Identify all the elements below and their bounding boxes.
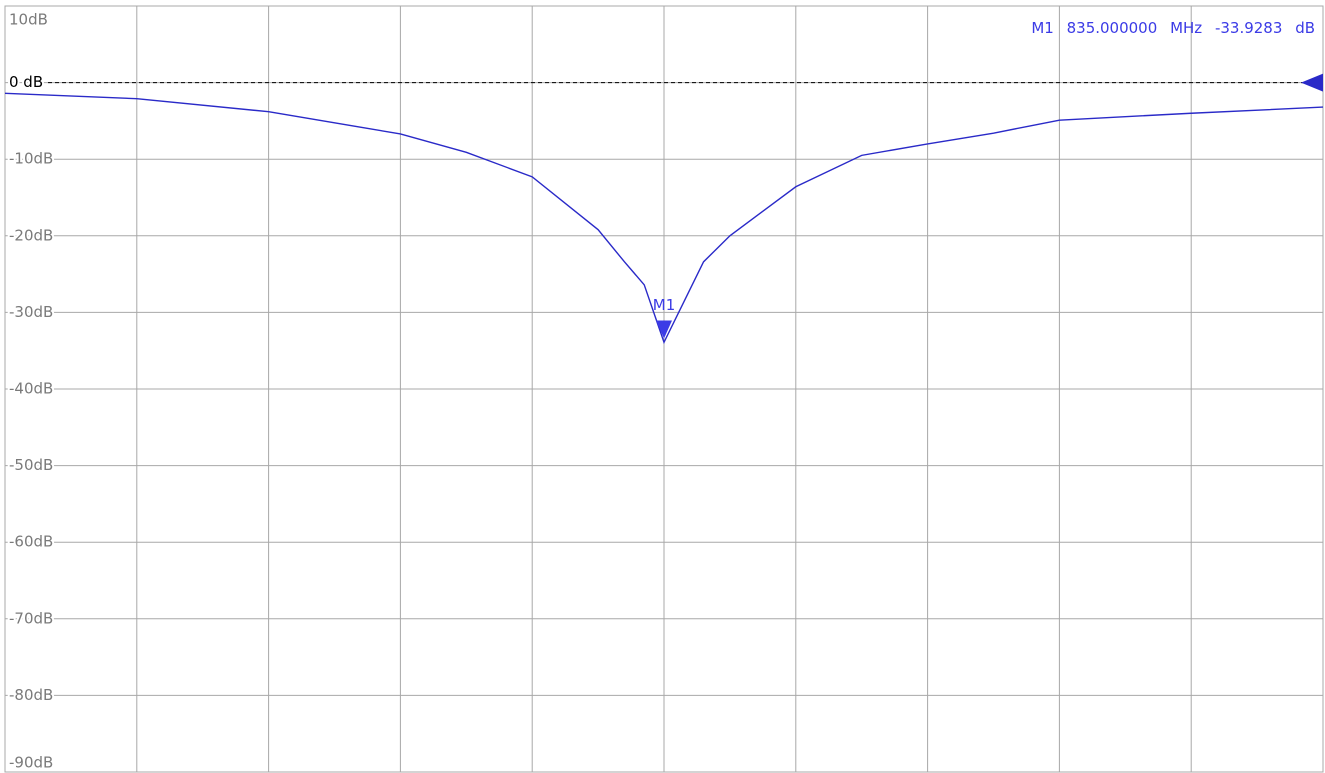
y-tick-label: 0 dB [9,73,43,91]
y-tick-label: -90dB [9,754,53,772]
y-tick-label: -10dB [9,150,53,168]
reference-marker [1301,73,1323,92]
marker-frequency: 835.000000 [1067,19,1158,37]
grid [4,5,1324,773]
y-tick-label: -60dB [9,533,53,551]
y-tick-label: -30dB [9,303,53,321]
marker-frequency-unit: MHz [1170,19,1202,37]
marker-value: -33.9283 [1215,19,1282,37]
marker-name: M1 [1031,19,1054,37]
y-tick-label: -40dB [9,380,53,398]
y-tick-label: -70dB [9,609,53,627]
marker-readout: M1 835.000000 MHz -33.9283 dB [1031,19,1315,37]
y-tick-label: 10dB [9,11,48,29]
marker-unit: dB [1295,19,1315,37]
y-tick-label: -20dB [9,226,53,244]
y-tick-label: -50dB [9,456,53,474]
plot-area: 10dB 0 dB -10dB -20dB -30dB -40dB -50dB -60dB -7… [4,9,1324,773]
marker-label: M1 [653,296,676,314]
marker-triangle [656,320,672,339]
y-tick-label: -80dB [9,686,53,704]
trace [4,92,1324,345]
